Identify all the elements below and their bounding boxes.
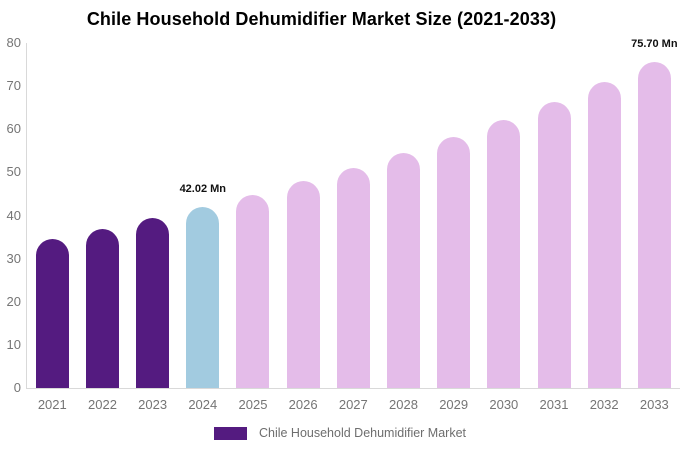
bar-2030[interactable] <box>487 119 521 388</box>
x-axis-line <box>26 388 680 389</box>
x-tick-label-2030: 2030 <box>489 397 519 412</box>
y-axis-line <box>26 43 27 388</box>
bar-2032[interactable] <box>587 82 621 388</box>
bar-2021[interactable] <box>35 239 69 388</box>
bar-2027[interactable] <box>336 167 370 388</box>
y-tick-label-30: 30 <box>6 250 21 266</box>
chart-title: Chile Household Dehumidifier Market Size… <box>86 9 557 29</box>
x-tick-label-2029: 2029 <box>439 397 469 412</box>
x-tick-label-2028: 2028 <box>389 397 418 412</box>
legend-label: Chile Household Dehumidifier Market <box>258 425 467 440</box>
x-tick-label-2032: 2032 <box>589 397 619 412</box>
x-tick-label-2033: 2033 <box>639 397 669 412</box>
legend-marker-swatch <box>213 426 247 440</box>
bar-value-label-2033: 75.70 Mn <box>631 37 678 50</box>
bar-2024[interactable] <box>186 206 220 388</box>
bar-2033[interactable] <box>637 61 671 388</box>
x-tick-label-2031: 2031 <box>539 397 569 412</box>
bar-2029[interactable] <box>437 136 471 388</box>
bar-2025[interactable] <box>236 194 270 388</box>
y-tick-label-70: 70 <box>6 78 21 94</box>
bar-2031[interactable] <box>537 101 571 388</box>
x-tick-label-2021: 2021 <box>37 397 67 412</box>
x-tick-label-2024: 2024 <box>188 397 218 412</box>
bar-2023[interactable] <box>136 218 170 388</box>
bar-2022[interactable] <box>85 228 119 388</box>
y-tick-label-0: 0 <box>13 380 21 395</box>
y-tick-label-60: 60 <box>6 121 21 137</box>
x-tick-label-2026: 2026 <box>288 397 318 412</box>
y-tick-label-80: 80 <box>6 35 21 50</box>
y-tick-label-40: 40 <box>6 207 21 223</box>
x-tick-label-2022: 2022 <box>88 397 117 412</box>
y-tick-label-20: 20 <box>6 293 21 309</box>
x-tick-label-2023: 2023 <box>138 397 168 412</box>
x-tick-label-2025: 2025 <box>238 397 268 412</box>
bar-value-label-2024: 42.02 Mn <box>179 182 227 195</box>
bar-2028[interactable] <box>386 152 420 388</box>
y-tick-label-50: 50 <box>6 164 21 180</box>
y-tick-label-10: 10 <box>6 336 21 352</box>
bar-2026[interactable] <box>286 181 320 388</box>
legend[interactable]: Chile Household Dehumidifier Market <box>0 425 680 441</box>
x-tick-label-2027: 2027 <box>338 397 368 412</box>
